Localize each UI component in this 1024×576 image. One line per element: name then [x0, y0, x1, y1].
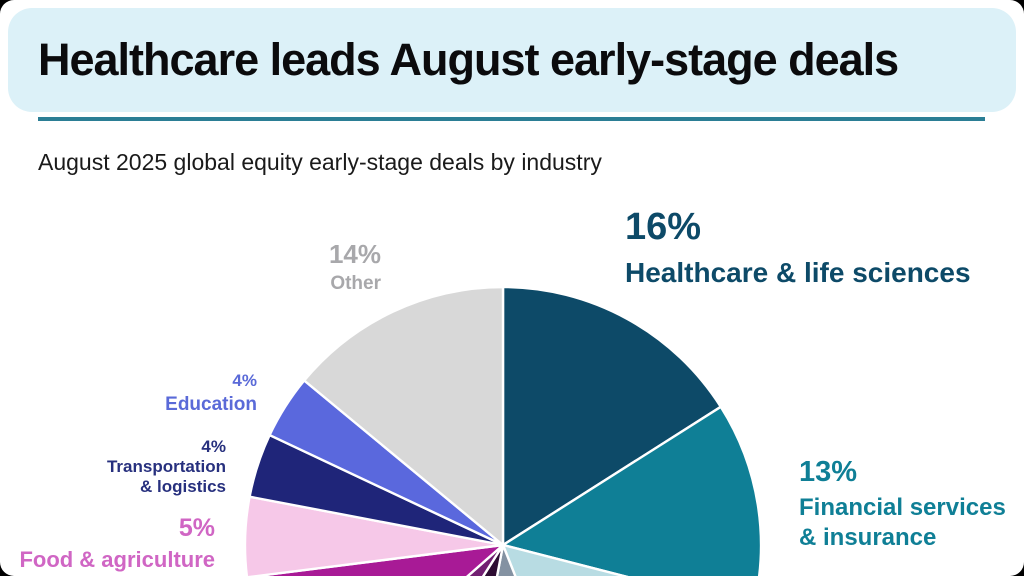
callout-financial-label-line2: & insurance: [799, 524, 937, 552]
callout-other-pct: 14%: [328, 239, 381, 269]
header-band: Healthcare leads August early-stage deal…: [8, 8, 1016, 112]
callout-transportation-label-line2: & logistics: [140, 477, 226, 497]
pie-slice: [501, 405, 763, 576]
callout-financial-label-line1: Financial services: [799, 494, 1006, 522]
page-title: Healthcare leads August early-stage deal…: [38, 34, 899, 85]
callout-food-agriculture: 5% Food & agriculture: [0, 514, 215, 574]
callout-financial-pct: 13%: [799, 456, 858, 488]
header-divider-line: [38, 117, 985, 121]
callout-education: 4% Education: [37, 371, 257, 416]
callout-other: 14% Other: [181, 239, 381, 295]
pie-slice: [501, 543, 629, 576]
callout-healthcare-label: Healthcare & life sciences: [625, 256, 971, 288]
callout-healthcare: 16% Healthcare & life sciences: [625, 206, 985, 290]
callout-other-label: Other: [330, 272, 381, 294]
callout-education-label: Education: [165, 393, 257, 415]
callout-transportation-pct: 4%: [201, 437, 226, 456]
callout-transportation: 4% Transportation & logistics: [6, 437, 226, 498]
callout-education-pct: 4%: [232, 371, 257, 390]
callout-food-agriculture-label: Food & agriculture: [19, 546, 215, 572]
pie-slice: [303, 285, 505, 547]
chart-subtitle: August 2025 global equity early-stage de…: [38, 149, 602, 175]
pie-slice: [501, 285, 722, 547]
callout-food-agriculture-pct: 5%: [178, 514, 215, 542]
callout-healthcare-pct: 16%: [625, 206, 702, 248]
callout-financial: 13% Financial services & insurance: [799, 456, 1019, 553]
callout-transportation-label-line1: Transportation: [106, 456, 226, 476]
